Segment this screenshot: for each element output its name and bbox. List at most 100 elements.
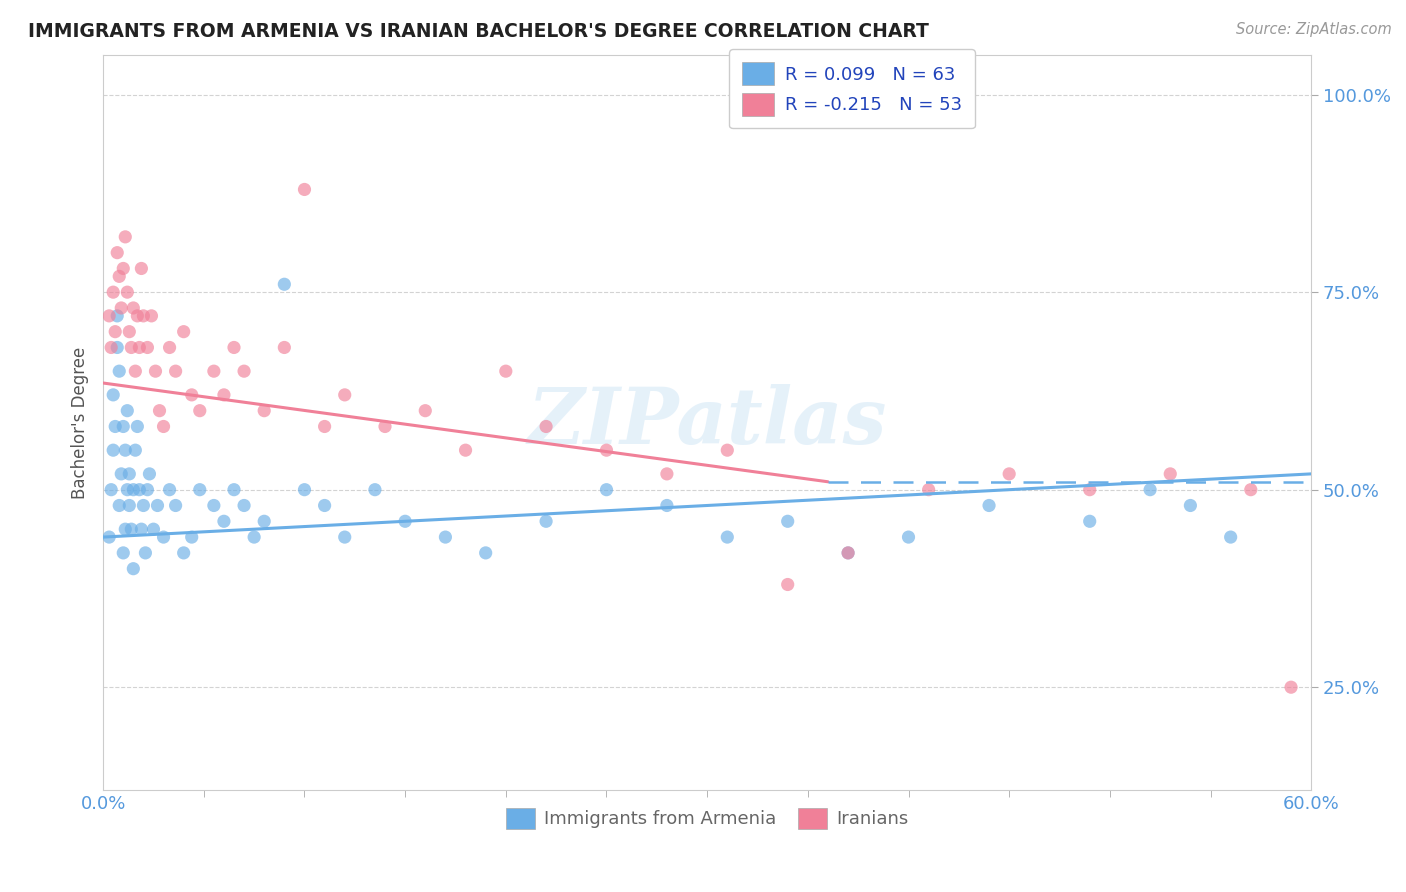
Point	[1219, 530, 1241, 544]
Point	[108, 499, 131, 513]
Point	[108, 364, 131, 378]
Point	[977, 499, 1000, 513]
Point	[118, 325, 141, 339]
Point	[314, 419, 336, 434]
Point	[159, 341, 181, 355]
Text: ZIPatlas: ZIPatlas	[527, 384, 887, 461]
Point	[273, 277, 295, 292]
Point	[233, 499, 256, 513]
Point	[117, 403, 139, 417]
Text: IMMIGRANTS FROM ARMENIA VS IRANIAN BACHELOR'S DEGREE CORRELATION CHART: IMMIGRANTS FROM ARMENIA VS IRANIAN BACHE…	[28, 22, 929, 41]
Point	[776, 514, 799, 528]
Y-axis label: Bachelor's Degree: Bachelor's Degree	[72, 346, 89, 499]
Point	[114, 522, 136, 536]
Point	[173, 325, 195, 339]
Point	[917, 483, 939, 497]
Point	[534, 419, 557, 434]
Point	[152, 419, 174, 434]
Point	[142, 522, 165, 536]
Point	[837, 546, 859, 560]
Point	[1139, 483, 1161, 497]
Point	[112, 261, 135, 276]
Point	[117, 483, 139, 497]
Point	[180, 530, 202, 544]
Text: Source: ZipAtlas.com: Source: ZipAtlas.com	[1236, 22, 1392, 37]
Point	[413, 403, 436, 417]
Point	[131, 261, 153, 276]
Point	[122, 301, 145, 315]
Point	[716, 443, 738, 458]
Point	[100, 483, 122, 497]
Point	[716, 530, 738, 544]
Point	[127, 419, 149, 434]
Point	[394, 514, 416, 528]
Point	[132, 309, 155, 323]
Point	[132, 499, 155, 513]
Point	[104, 419, 127, 434]
Point	[333, 530, 356, 544]
Point	[1180, 499, 1202, 513]
Point	[103, 388, 125, 402]
Point	[253, 403, 276, 417]
Point	[128, 341, 150, 355]
Point	[136, 341, 159, 355]
Point	[655, 499, 678, 513]
Point	[146, 499, 169, 513]
Point	[118, 467, 141, 481]
Point	[128, 483, 150, 497]
Point	[595, 443, 617, 458]
Point	[314, 499, 336, 513]
Point	[534, 514, 557, 528]
Point	[108, 269, 131, 284]
Point	[120, 522, 142, 536]
Point	[333, 388, 356, 402]
Point	[103, 285, 125, 300]
Point	[136, 483, 159, 497]
Point	[124, 364, 146, 378]
Point	[122, 562, 145, 576]
Point	[1078, 514, 1101, 528]
Legend: Immigrants from Armenia, Iranians: Immigrants from Armenia, Iranians	[499, 801, 915, 836]
Point	[273, 341, 295, 355]
Point	[110, 301, 132, 315]
Point	[138, 467, 160, 481]
Point	[434, 530, 457, 544]
Point	[243, 530, 266, 544]
Point	[124, 443, 146, 458]
Point	[114, 443, 136, 458]
Point	[112, 546, 135, 560]
Point	[1078, 483, 1101, 497]
Point	[202, 499, 225, 513]
Point	[595, 483, 617, 497]
Point	[100, 341, 122, 355]
Point	[222, 341, 245, 355]
Point	[105, 309, 128, 323]
Point	[474, 546, 496, 560]
Point	[364, 483, 387, 497]
Point	[117, 285, 139, 300]
Point	[454, 443, 477, 458]
Point	[98, 530, 121, 544]
Point	[173, 546, 195, 560]
Point	[897, 530, 920, 544]
Point	[148, 403, 170, 417]
Point	[1279, 680, 1302, 694]
Point	[159, 483, 181, 497]
Point	[1159, 467, 1181, 481]
Point	[374, 419, 396, 434]
Point	[122, 483, 145, 497]
Point	[105, 245, 128, 260]
Point	[165, 364, 187, 378]
Point	[152, 530, 174, 544]
Point	[112, 419, 135, 434]
Point	[202, 364, 225, 378]
Point	[188, 403, 211, 417]
Point	[998, 467, 1021, 481]
Point	[495, 364, 517, 378]
Point	[165, 499, 187, 513]
Point	[655, 467, 678, 481]
Point	[837, 546, 859, 560]
Point	[141, 309, 163, 323]
Point	[120, 341, 142, 355]
Point	[118, 499, 141, 513]
